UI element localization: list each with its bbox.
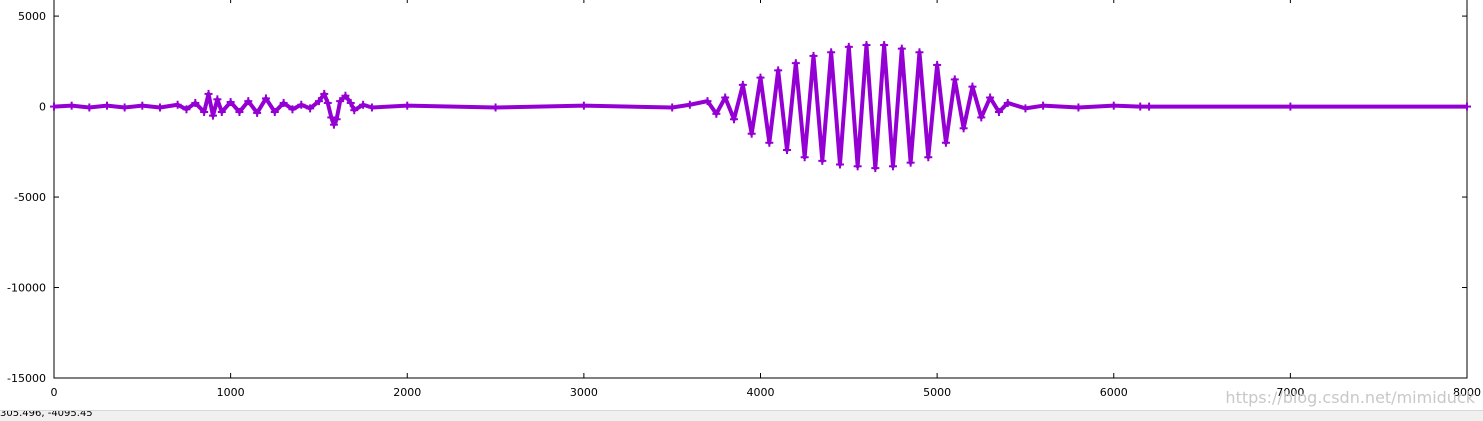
x-tick-label: 5000 [923,386,951,399]
plot-frame [53,0,1468,379]
x-tick-label: 0 [51,386,58,399]
y-tick-label: -15000 [7,372,46,385]
x-tick-label: 1000 [217,386,245,399]
status-bar: 305.496, -4095.45 [0,410,1483,421]
y-tick-label: -5000 [14,191,46,204]
x-tick-label: 4000 [747,386,775,399]
y-tick-label: -10000 [7,282,46,295]
data-series [50,41,1471,173]
y-tick-label: 0 [39,101,46,114]
x-tick-label: 8000 [1453,386,1481,399]
x-tick-label: 3000 [570,386,598,399]
x-tick-label: 6000 [1100,386,1128,399]
series-line [53,43,1467,171]
x-tick-label: 2000 [393,386,421,399]
watermark: https://blog.csdn.net/mimiduck [1225,388,1475,407]
cursor-coordinates: 305.496, -4095.45 [0,410,93,419]
y-tick-label: 5000 [18,10,46,23]
x-tick-label: 7000 [1276,386,1304,399]
plot-area[interactable]: 0 1000 2000 3000 4000 5000 6000 7000 8000 -15000 -… [0,0,1483,410]
axis-ticks: 0 1000 2000 3000 4000 5000 6000 7000 8000 -15000 -… [7,0,1481,399]
